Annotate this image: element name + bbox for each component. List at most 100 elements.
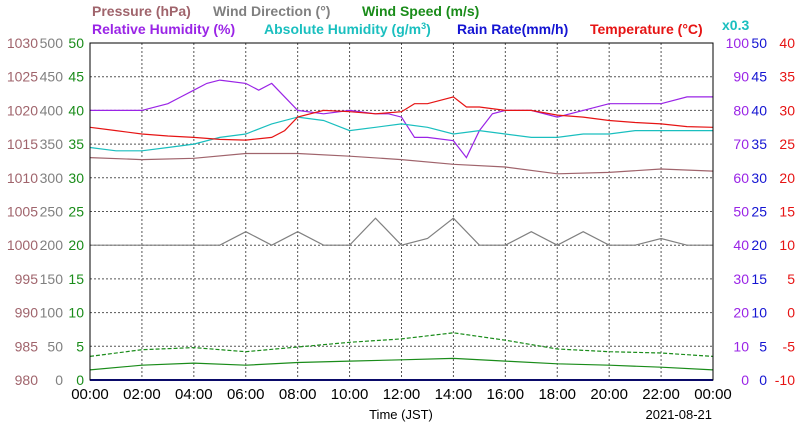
y-tick-label-rain-rate: 45 — [751, 69, 767, 85]
series-temperature — [89, 96, 714, 141]
y-tick-label-wind-speed: 5 — [76, 338, 84, 354]
y-tick-label-relative-humidity: 0 — [741, 372, 749, 388]
y-tick-label-relative-humidity: 60 — [733, 170, 749, 186]
legend-absolute-humidity-close: ) — [426, 21, 431, 37]
y-tick-label-relative-humidity: 30 — [733, 271, 749, 287]
y-tick-label-wind-direction: 250 — [40, 204, 64, 220]
y-tick-label-rain-rate: 25 — [751, 204, 767, 220]
y-tick-label-wind-speed: 0 — [76, 372, 84, 388]
x-tick-labels: 00:00 02:00 04:00 06:00 08:00 10:00 12:00 14:00… — [71, 386, 732, 403]
y-tick-label-pressure: 1005 — [7, 204, 38, 220]
y-tick-label-rain-rate: 20 — [751, 237, 767, 253]
y-tick-label-rain-rate: 0 — [759, 372, 767, 388]
y-tick-label-temperature: 35 — [779, 69, 795, 85]
y-tick-label-wind-speed: 30 — [68, 170, 84, 186]
y-tick-label-wind-speed: 20 — [68, 237, 84, 253]
y-tick-label-pressure: 1000 — [7, 237, 38, 253]
y-tick-label-temperature: 25 — [779, 136, 795, 152]
y-tick-label-temperature: 15 — [779, 204, 795, 220]
y-tick-label-rain-rate: 15 — [751, 271, 767, 287]
y-tick-label-wind-direction: 500 — [40, 35, 64, 51]
y-tick-label-pressure: 985 — [15, 338, 39, 354]
series-relative-humidity — [90, 79, 713, 159]
y-tick-label-pressure: 1030 — [7, 35, 38, 51]
y-tick-label-relative-humidity: 50 — [733, 204, 749, 220]
x-tick-label: 14:00 — [435, 386, 473, 403]
y-tick-label-rain-rate: 50 — [751, 35, 767, 51]
absolute-humidity-scale-note: x0.3 — [722, 17, 749, 33]
y-tick-label-wind-speed: 25 — [68, 204, 84, 220]
y-tick-label-temperature: 40 — [779, 35, 795, 51]
y-tick-label-pressure: 1020 — [7, 102, 38, 118]
y-tick-label-wind-direction: 100 — [40, 305, 64, 321]
y-tick-label-temperature: 30 — [779, 102, 795, 118]
series-wind-direction — [90, 217, 713, 246]
x-tick-label: 16:00 — [487, 386, 525, 403]
x-tick-label: 04:00 — [175, 386, 213, 403]
x-tick-label: 00:00 — [71, 386, 109, 403]
x-tick-label: 06:00 — [227, 386, 265, 403]
chart-date: 2021-08-21 — [646, 407, 713, 422]
x-tick-label: 20:00 — [590, 386, 628, 403]
y-tick-label-relative-humidity: 70 — [733, 136, 749, 152]
y-tick-label-wind-direction: 300 — [40, 170, 64, 186]
series-wind-speed-max — [89, 332, 714, 357]
y-tick-label-relative-humidity: 10 — [733, 338, 749, 354]
y-tick-label-pressure: 980 — [15, 372, 39, 388]
x-tick-label: 08:00 — [279, 386, 317, 403]
grid-lines — [90, 43, 713, 380]
y-tick-label-relative-humidity: 90 — [733, 69, 749, 85]
y-tick-label-wind-direction: 200 — [40, 237, 64, 253]
y-tick-label-temperature: 0 — [787, 305, 795, 321]
y-tick-label-rain-rate: 35 — [751, 136, 767, 152]
x-tick-label: 10:00 — [331, 386, 369, 403]
y-tick-label-pressure: 990 — [15, 305, 39, 321]
series-pressure — [89, 152, 714, 175]
y-tick-label-pressure: 995 — [15, 271, 39, 287]
legend-absolute-humidity: Absolute Humidity (g/m3) — [264, 21, 431, 37]
legend-wind-direction: Wind Direction (°) — [213, 3, 330, 19]
y-tick-label-wind-speed: 35 — [68, 136, 84, 152]
y-tick-label-wind-direction: 350 — [40, 136, 64, 152]
y-tick-label-wind-speed: 10 — [68, 305, 84, 321]
legend-rain-rate: Rain Rate(mm/h) — [457, 21, 568, 37]
legend-absolute-humidity-sup: 3 — [421, 21, 426, 31]
x-tick-label: 18:00 — [538, 386, 576, 403]
y-tick-label-relative-humidity: 20 — [733, 305, 749, 321]
y-tick-label-pressure: 1010 — [7, 170, 38, 186]
plot-frame — [89, 42, 714, 381]
y-tick-label-wind-direction: 50 — [47, 338, 63, 354]
x-tick-label: 12:00 — [383, 386, 421, 403]
y-tick-label-temperature: 5 — [787, 271, 795, 287]
y-tick-label-wind-direction: 400 — [40, 102, 64, 118]
y-tick-label-rain-rate: 10 — [751, 305, 767, 321]
y-tick-label-relative-humidity: 40 — [733, 237, 749, 253]
x-tick-label: 22:00 — [642, 386, 680, 403]
series-wind-speed — [89, 357, 714, 371]
y-tick-label-relative-humidity: 100 — [726, 35, 750, 51]
y-tick-label-temperature: -5 — [783, 338, 796, 354]
y-tick-label-pressure: 1015 — [7, 136, 38, 152]
y-tick-label-rain-rate: 40 — [751, 102, 767, 118]
y-tick-label-pressure: 1025 — [7, 69, 38, 85]
legend-pressure: Pressure (hPa) — [92, 3, 191, 19]
y-tick-label-temperature: 10 — [779, 237, 795, 253]
y-tick-label-temperature: 20 — [779, 170, 795, 186]
y-tick-label-wind-speed: 50 — [68, 35, 84, 51]
x-tick-label: 00:00 — [694, 386, 732, 403]
y-tick-label-wind-speed: 15 — [68, 271, 84, 287]
legend-relative-humidity: Relative Humidity (%) — [92, 21, 235, 37]
y-tick-label-temperature: -10 — [775, 372, 795, 388]
y-tick-label-wind-speed: 40 — [68, 102, 84, 118]
legend-temperature: Temperature (°C) — [590, 21, 703, 37]
y-tick-label-rain-rate: 30 — [751, 170, 767, 186]
y-tick-label-rain-rate: 5 — [759, 338, 767, 354]
y-tick-label-wind-speed: 45 — [68, 69, 84, 85]
y-axis-tick-labels: 1030102510201015101010051000995990985980… — [7, 35, 795, 388]
x-tick-label: 02:00 — [123, 386, 161, 403]
x-axis-label: Time (JST) — [369, 407, 433, 422]
y-tick-label-relative-humidity: 80 — [733, 102, 749, 118]
y-tick-label-wind-direction: 150 — [40, 271, 64, 287]
